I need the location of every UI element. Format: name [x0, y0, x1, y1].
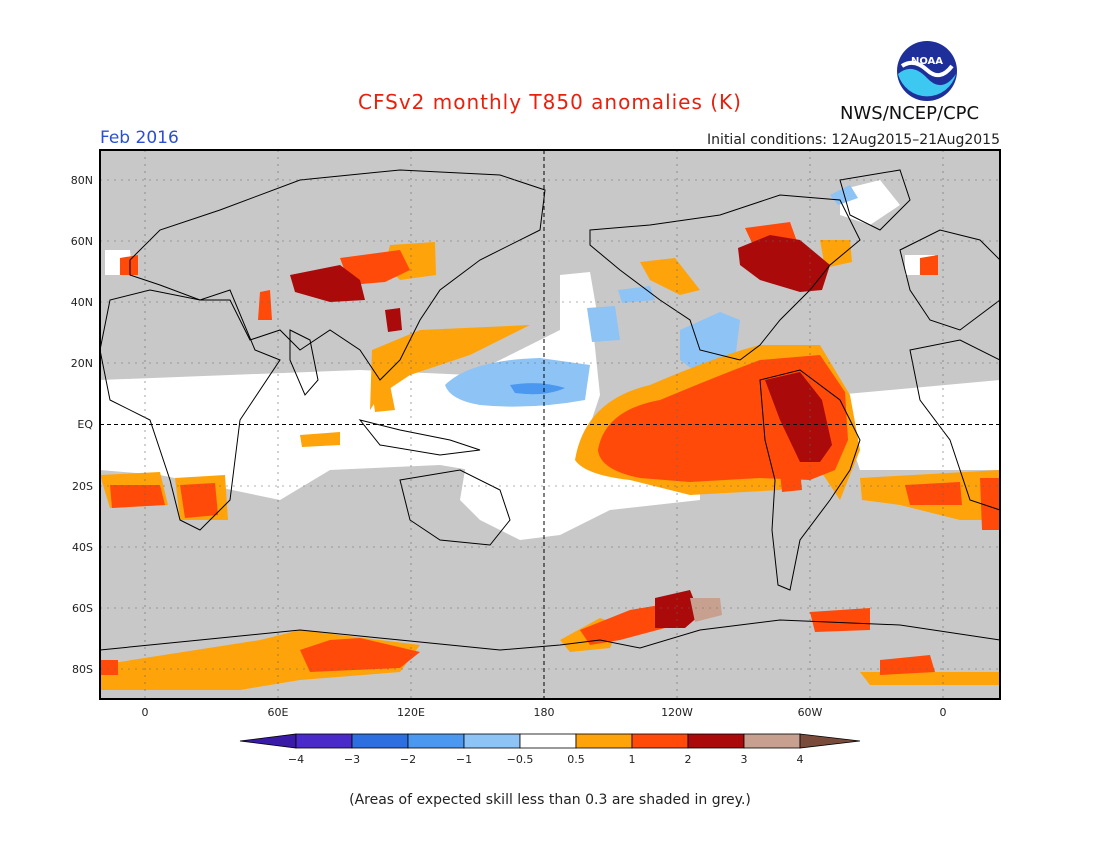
- colorbar-label: 4: [797, 753, 804, 766]
- initial-conditions-label: Initial conditions: 12Aug2015–21Aug2015: [707, 132, 1000, 148]
- lat-label: 40S: [72, 541, 93, 554]
- colorbar-cell: [407, 733, 465, 749]
- white-anomaly-regions: [100, 180, 1000, 670]
- colorbar-label: 0.5: [567, 753, 585, 766]
- lat-label: 20S: [72, 480, 93, 493]
- lon-label: 120W: [661, 706, 693, 719]
- colorbar-label: −1: [456, 753, 472, 766]
- colorbar-label: −3: [344, 753, 360, 766]
- colorbar-left-arrow: [239, 733, 297, 749]
- colorbar-label: −2: [400, 753, 416, 766]
- colorbar-cell: [351, 733, 409, 749]
- lon-label: 180: [534, 706, 555, 719]
- colorbar-cell: [743, 733, 801, 749]
- footnote: (Areas of expected skill less than 0.3 a…: [349, 792, 751, 808]
- map-frame: [99, 149, 1001, 700]
- colorbar-label: −4: [288, 753, 304, 766]
- colorbar-label: 2: [685, 753, 692, 766]
- lat-label: 60N: [71, 235, 93, 248]
- warm-anomaly-darkred: [290, 235, 832, 628]
- coastlines: [99, 169, 1001, 651]
- noaa-logo: NOAA: [896, 40, 958, 102]
- colorbar-label: −0.5: [507, 753, 534, 766]
- colorbar-label: 3: [741, 753, 748, 766]
- warm-anomaly-tan: [690, 598, 722, 622]
- lat-label: 80N: [71, 174, 93, 187]
- lon-label: 0: [142, 706, 149, 719]
- colorbar-cell: [687, 733, 745, 749]
- colorbar-right-arrow: [799, 733, 861, 749]
- colorbar: [239, 733, 861, 749]
- colorbar-cell: [295, 733, 353, 749]
- valid-month-label: Feb 2016: [100, 128, 179, 148]
- lon-label: 60W: [798, 706, 823, 719]
- colorbar-cell: [519, 733, 577, 749]
- logo-text: NOAA: [911, 56, 943, 67]
- colorbar-cell: [575, 733, 633, 749]
- lat-label: 80S: [72, 663, 93, 676]
- lon-label: 120E: [397, 706, 425, 719]
- colorbar-cell: [631, 733, 689, 749]
- organization-label: NWS/NCEP/CPC: [840, 103, 980, 124]
- chart-title: CFSv2 monthly T850 anomalies (K): [358, 90, 742, 114]
- lon-label: 60E: [268, 706, 289, 719]
- lat-label: EQ: [77, 418, 93, 431]
- colorbar-label: 1: [629, 753, 636, 766]
- lat-label: 60S: [72, 602, 93, 615]
- colorbar-cell: [463, 733, 521, 749]
- lat-label: 40N: [71, 296, 93, 309]
- lat-label: 20N: [71, 357, 93, 370]
- lon-label: 0: [940, 706, 947, 719]
